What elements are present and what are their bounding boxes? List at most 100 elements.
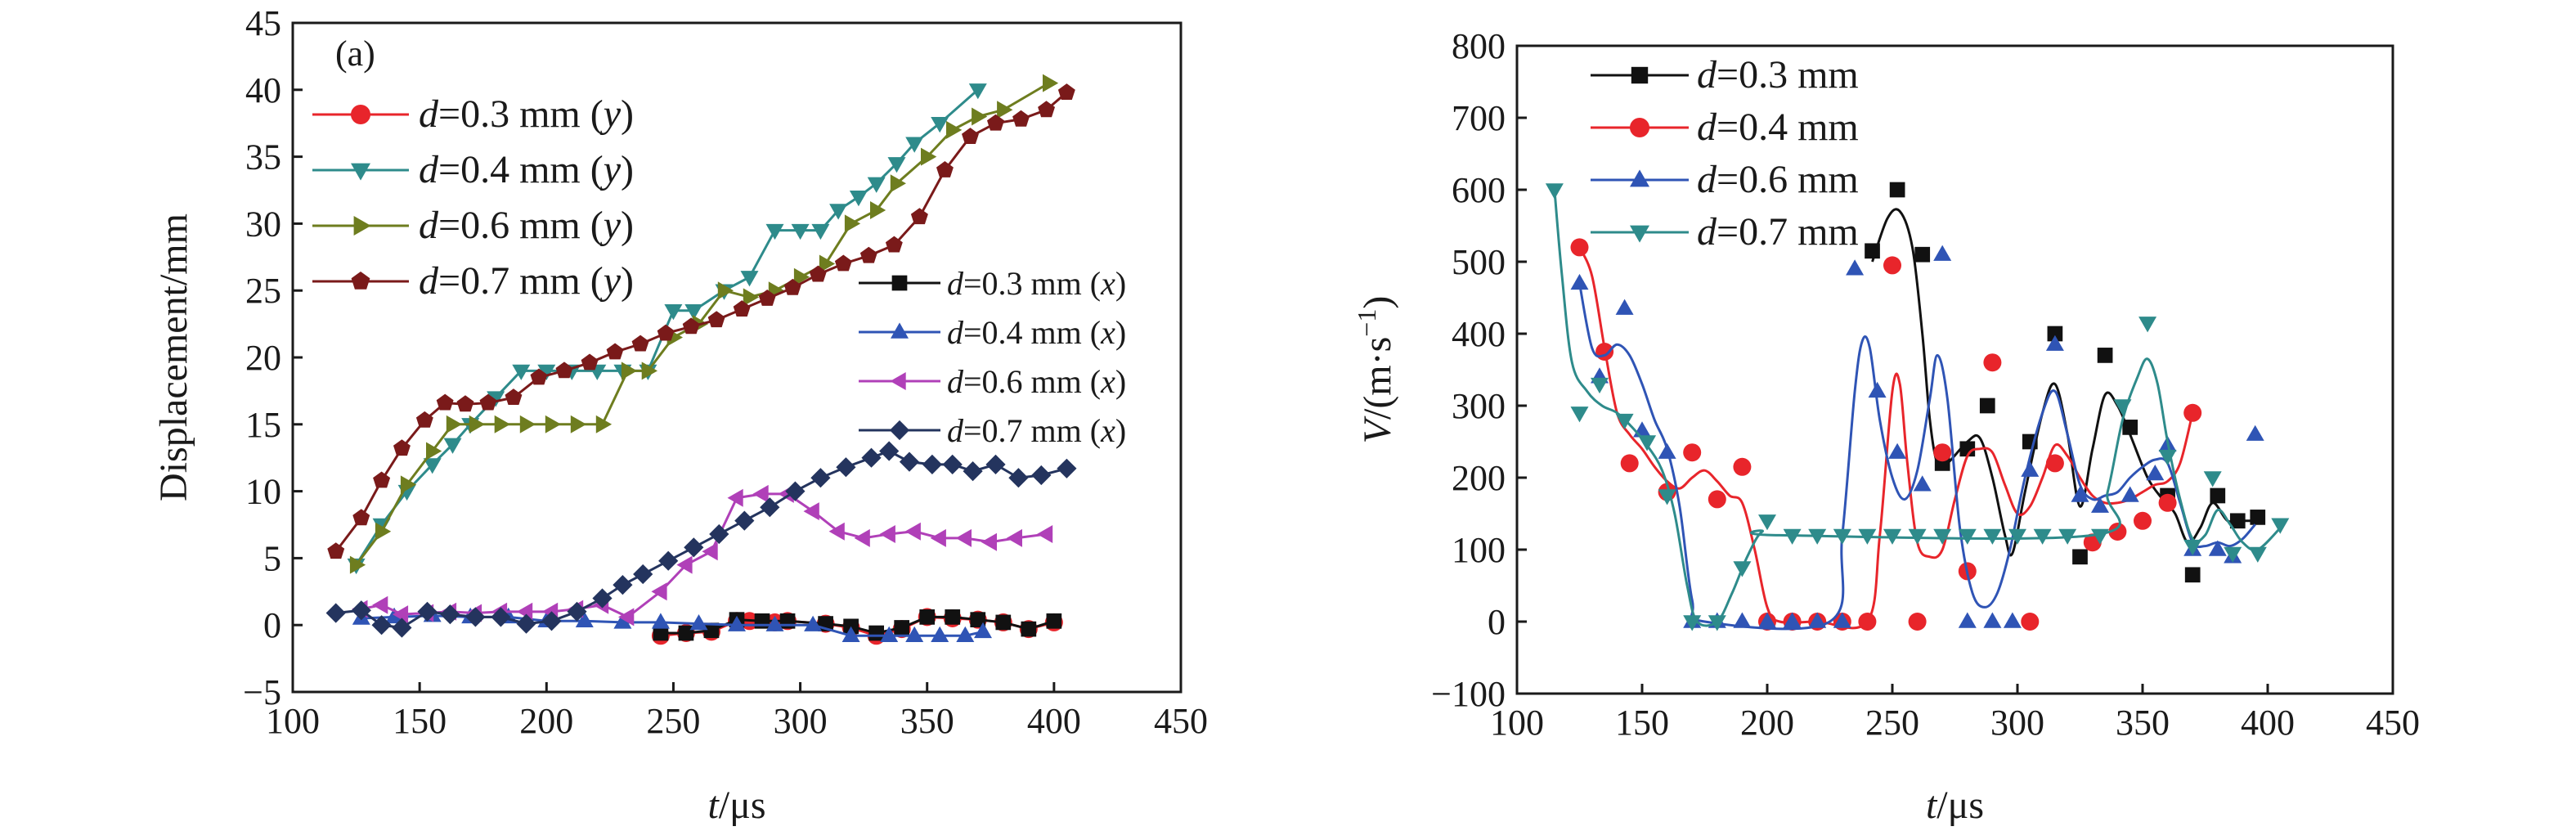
panel-a-legend-d-0-7-mm-y-swatch-marker <box>351 272 370 290</box>
panel-a-series-d-0-7-mm-x-point <box>371 615 392 636</box>
panel-a-series-d-0-7-mm-x-point <box>684 537 704 558</box>
panel-a-axes: 100 150 200 250 300 350 400 450 −5 0 5 10 15 20 25 30 35… <box>243 3 1208 741</box>
panel-b-series-d-0-4-mm-point <box>2158 493 2177 512</box>
panel-a-series-d-0-6-mm-y-point <box>400 475 417 494</box>
panel-a-series-d-0-7-mm-y-point <box>555 362 573 379</box>
panel-a-series-d-0-4-mm-x-point <box>728 615 746 631</box>
panel-b-series-d-0-6-mm-point <box>1808 612 1827 628</box>
panel-a-series-d-0-4-mm-x-point <box>575 611 594 627</box>
panel-b-y-tick-label: 200 <box>1452 458 1506 498</box>
panel-a-series-d-0-7-mm-x-point <box>613 575 633 595</box>
panel-b-series-d-0-6-mm-point <box>2208 540 2227 556</box>
panel-b-series-d-0-3-mm-point <box>1959 441 1976 457</box>
panel-a-series-d-0-3-mm-x-point <box>970 612 986 628</box>
panel-a-series-d-0-4-mm-y-point <box>887 157 906 173</box>
panel-a-series-d-0-6-mm-y-point <box>621 362 638 380</box>
panel-a-legend-d-0-4-mm-y: d=0.4 mm (y) <box>312 148 634 191</box>
panel-b-series-d-0-4-mm-point <box>2183 403 2202 422</box>
panel-a-legend-d-0-6-mm-y-swatch-marker <box>353 216 371 236</box>
panel-a-series-d-0-7-mm-y-point <box>1038 101 1055 118</box>
panel-b-series-d-0-4-mm-point <box>1595 343 1614 361</box>
panel-a-series-d-0-7-mm-x-point <box>1057 458 1077 478</box>
panel-a-x-tick-label: 300 <box>774 701 828 741</box>
panel-a-series-d-0-6-mm-x-point <box>392 605 409 624</box>
panel-b-series-d-0-4-mm-point <box>2134 511 2152 530</box>
panel-b-series-d-0-6-mm-point <box>1933 245 1952 261</box>
panel-b-series-d-0-7-mm-point <box>2138 317 2157 333</box>
panel-a-series-d-0-7-mm-y-point <box>936 161 954 177</box>
panel-a-series-d-0-6-mm-y-point <box>545 415 561 433</box>
panel-a-series-d-0-3-mm-x-point <box>678 625 694 641</box>
panel-b-series-d-0-6-mm-point <box>1846 259 1865 276</box>
panel-a-series-d-0-6-mm-x-point <box>854 528 870 547</box>
panel-a-series-d-0-7-mm-x-point <box>810 468 831 488</box>
panel-b-series-d-0-7-mm-point <box>2058 528 2077 545</box>
panel-a-series-d-0-4-mm-y-point <box>829 204 848 220</box>
panel-a-series-d-0-7-mm-x-point <box>942 454 963 474</box>
panel-a-series-d-0-4-mm-y-point <box>664 304 683 321</box>
panel-b-series-d-0-7-mm-point <box>1708 615 1726 631</box>
panel-a-series-d-0-6-mm-x-line <box>361 492 1047 619</box>
panel-a-series-d-0-6-mm-y-point <box>921 147 937 166</box>
panel-a-series-d-0-6-mm-x-point <box>702 542 718 561</box>
panel-b-axes: 100 150 200 250 300 350 400 450 −100 0 100 200 300 40… <box>1431 26 2420 743</box>
panel-a-series-d-0-6-mm-x-point <box>930 528 946 547</box>
panel-b-series-d-0-7-mm-point <box>1858 528 1877 545</box>
panel-a-series-d-0-6-mm-x-point <box>904 522 921 541</box>
panel-a-x-tick-label: 400 <box>1027 701 1081 741</box>
panel-b-series-d-0-7-mm-point <box>1733 561 1752 577</box>
panel-a-series-d-0-3-mm-x-point <box>894 620 910 636</box>
panel-a-series-d-0-6-mm-y-point <box>1043 74 1059 92</box>
panel-b-y-tick-label: 300 <box>1452 386 1506 426</box>
panel-a-series-d-0-4-mm-y-point <box>867 177 886 193</box>
panel-a-series-d-0-3-mm-x-point <box>779 613 796 629</box>
panel-a-series-d-0-6-mm-x-point <box>651 582 667 601</box>
panel-b-series-d-0-7-mm-point <box>1591 377 1609 394</box>
panel-a-series-d-0-6-mm-x-point <box>516 602 533 621</box>
panel-a-series-d-0-7-mm-x-point <box>1008 468 1029 488</box>
panel-a-series-d-0-3-mm-x-point <box>945 609 961 625</box>
panel-a-legend-d-0-4-mm-x-swatch-marker <box>891 322 909 339</box>
panel-b-series-d-0-6-mm-point <box>1615 299 1634 315</box>
panel-a-series-d-0-6-mm-y-point <box>717 281 734 300</box>
panel-a-series-d-0-7-mm-y-point <box>581 353 599 371</box>
panel-a-legend-label: d=0.3 mm (y) <box>419 92 634 136</box>
panel-b-series-d-0-7-mm-point <box>1983 528 2002 545</box>
panel-b-series-d-0-4-mm-point <box>2045 454 2064 473</box>
panel-a-series-d-0-6-mm-x-point <box>1006 528 1022 547</box>
panel-a-x-tick-label: 100 <box>266 701 320 741</box>
panel-a-series-d-0-4-mm-y-point <box>931 117 949 133</box>
panel-a-y-tick-label: 10 <box>245 472 281 512</box>
panel-a-displacement-chart: (a) 100 150 200 250 300 350 400 450 −5 0 5 10 15 20 25… <box>152 3 1208 827</box>
panel-a-label: (a) <box>335 34 375 74</box>
panel-a-series-d-0-4-mm-x-point <box>880 626 899 642</box>
panel-b-series-d-0-4-mm-point <box>1908 613 1927 631</box>
panel-a-series-d-0-7-mm-y-point <box>415 411 433 428</box>
panel-a-series-d-0-3-mm-x-point <box>703 622 720 639</box>
panel-a-series-d-0-7-mm-x-point <box>785 481 806 501</box>
panel-a-series-d-0-7-mm-y-point <box>657 324 675 341</box>
panel-a-series-d-0-4-mm-y-point <box>968 83 987 100</box>
panel-b-series-d-0-7-mm-point <box>2203 471 2222 487</box>
panel-a-series-d-0-7-mm-y-point <box>783 278 801 295</box>
panel-a-series-d-0-4-mm-x-point <box>651 613 670 629</box>
panel-a-legend-d-0-3-mm-y-swatch-marker <box>351 105 370 124</box>
panel-b-series-d-0-7-mm-point <box>2158 449 2177 466</box>
panel-a-series-d-0-4-mm-y-point <box>849 191 868 207</box>
panel-a-series-d-0-6-mm-x-point <box>981 532 997 551</box>
panel-a-series-d-0-4-mm-y-point <box>487 391 505 407</box>
panel-b-series-d-0-6-mm-point <box>2045 335 2064 351</box>
panel-a-series-d-0-7-mm-y-point <box>682 317 700 335</box>
panel-a-series-d-0-6-mm-y-point <box>446 415 462 433</box>
panel-b-legend-d-0-3-mm-swatch-marker <box>1631 66 1649 84</box>
panel-a-series-d-0-7-mm-x <box>325 441 1077 638</box>
panel-a-series-d-0-7-mm-y-point <box>885 236 903 253</box>
panel-a-series-d-0-7-mm-y-point <box>1012 110 1030 127</box>
panel-a-series-d-0-6-mm-y-point <box>870 201 886 219</box>
panel-a-series-d-0-7-mm-y-point <box>456 395 474 412</box>
panel-b-series-d-0-6-mm <box>1570 245 2264 631</box>
panel-a-legend-d-0-3-mm-x-swatch-marker <box>891 275 908 291</box>
panel-a-x-axis-label: t/μs <box>707 784 765 827</box>
panel-a-legend-d-0-6-mm-x: d=0.6 mm (x) <box>859 363 1126 400</box>
